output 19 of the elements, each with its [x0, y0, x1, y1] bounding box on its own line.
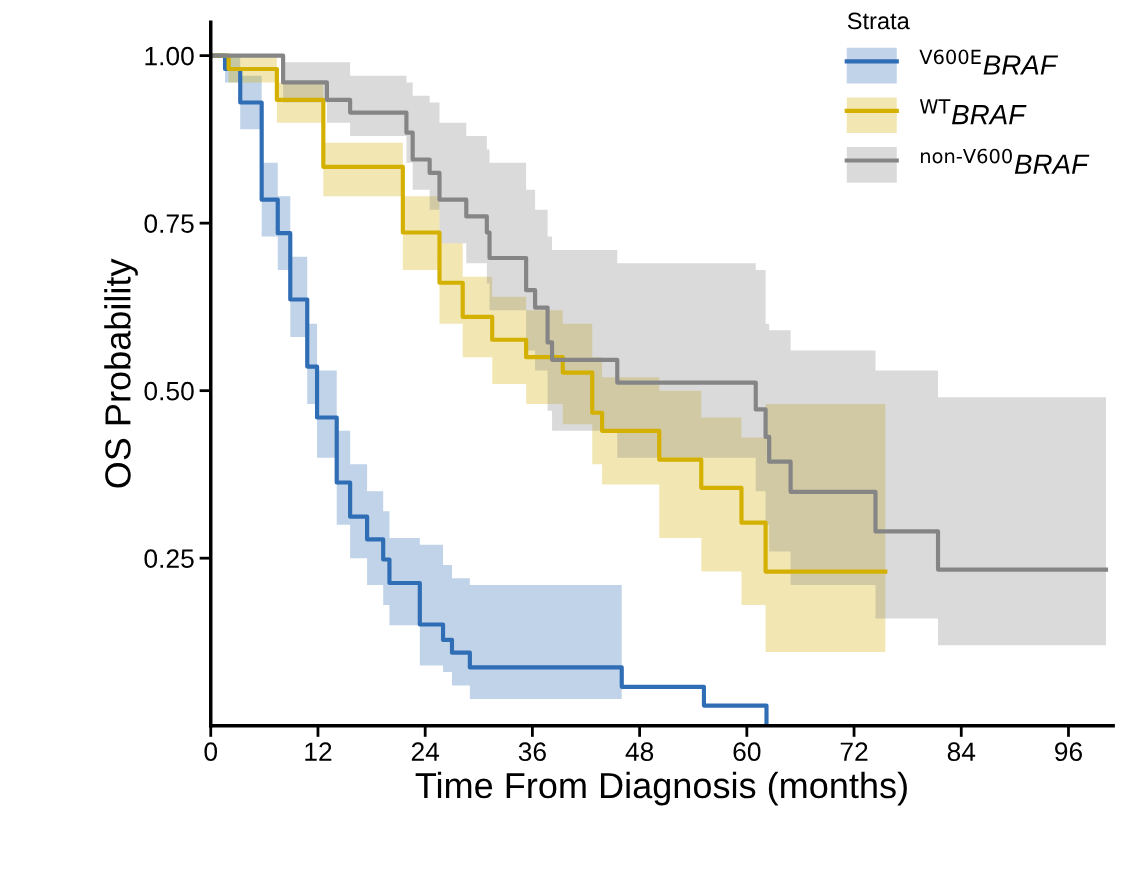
y-tick-label: 0.25: [144, 549, 194, 568]
x-tick-label: 24: [411, 742, 440, 761]
y-tick-label: 0.50: [144, 381, 194, 401]
legend-label: $^{WT}$BRAF: [919, 99, 1027, 125]
y-axis-title: OS Probability: [104, 258, 138, 488]
x-tick-label: 96: [1055, 742, 1082, 762]
x-axis-title: Time From Diagnosis (months): [415, 771, 907, 806]
y-tick-label: 1.00: [145, 46, 194, 66]
legend-label: $^{V600E}$BRAF: [919, 49, 1059, 75]
legend-title: Strata: [847, 12, 910, 30]
y-tick-label: 0.75: [144, 214, 194, 233]
x-tick-label: 0: [204, 742, 218, 762]
legend-label: $^{non-V600}$BRAF: [921, 148, 1090, 174]
x-tick-label: 12: [305, 742, 332, 761]
x-tick-label: 48: [625, 742, 654, 762]
x-tick-label: 72: [840, 742, 868, 761]
x-tick-label: 60: [733, 742, 761, 762]
x-tick-label: 36: [518, 742, 546, 762]
x-tick-label: 84: [947, 742, 976, 762]
